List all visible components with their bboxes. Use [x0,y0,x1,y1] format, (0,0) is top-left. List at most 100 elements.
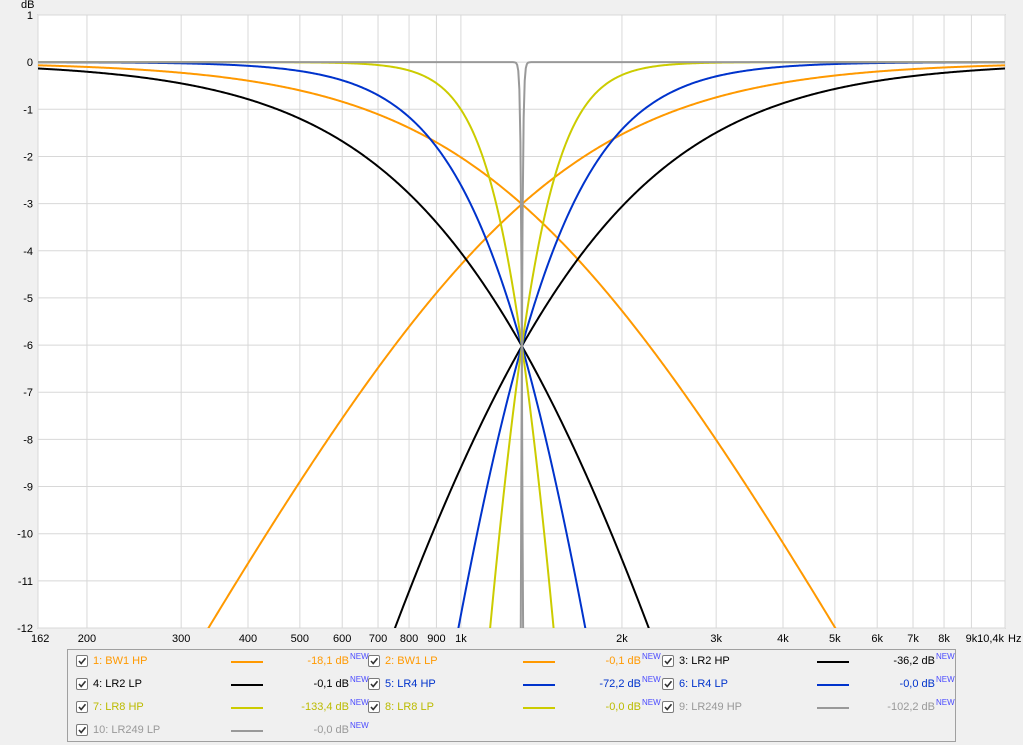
legend-item: 7: LR8 HP -133,4 dB NEW [76,698,369,716]
x-tick-label: 4k [777,633,789,645]
legend-swatch [523,661,555,663]
x-tick-label: 300 [172,633,190,645]
legend-label: 10: LR249 LP [93,724,161,736]
legend-value: -0,1 dB [605,655,641,667]
legend-value: -18,1 dB [307,655,349,667]
y-tick-label: 1 [27,10,33,22]
legend-item: 2: BW1 LP -0,1 dB NEW [368,652,661,670]
x-tick-label: 400 [239,633,257,645]
legend-item: 1: BW1 HP -18,1 dB NEW [76,652,369,670]
legend-label: 6: LR4 LP [679,678,728,690]
legend-checkbox[interactable] [76,678,88,690]
legend-checkbox[interactable] [662,655,674,667]
y-tick-label: 0 [27,57,33,69]
legend-new-tag: NEW [936,675,955,684]
legend-checkbox[interactable] [368,655,380,667]
legend-new-tag: NEW [350,721,369,730]
legend-panel: 1: BW1 HP -18,1 dB NEW 2: BW1 LP -0,1 dB NEW 3… [67,649,956,742]
y-tick-label: -8 [23,434,33,446]
y-tick-label: -5 [23,293,33,305]
x-tick-label: 7k [907,633,919,645]
legend-value: -0,0 dB [899,678,935,690]
legend-value: -72,2 dB [599,678,641,690]
legend-swatch [231,661,263,663]
legend-swatch [523,684,555,686]
x-tick-label: 500 [291,633,309,645]
legend-item: 5: LR4 HP -72,2 dB NEW [368,675,661,693]
checkmark-icon [664,657,673,665]
legend-checkbox[interactable] [662,701,674,713]
checkmark-icon [370,680,379,688]
legend-value: -0,0 dB [605,701,641,713]
y-tick-label: -11 [18,576,33,588]
checkmark-icon [370,657,379,665]
y-tick-labels: 1 0 -1 -2 -3 -4 -5 -6 -7 -8 -9 -10 -11 -12 [17,10,33,635]
legend-label: 1: BW1 HP [93,655,148,667]
x-tick-label: 162 [31,633,49,645]
legend-checkbox[interactable] [76,724,88,736]
legend-swatch [817,684,849,686]
legend-swatch [231,707,263,709]
legend-new-tag: NEW [936,698,955,707]
checkmark-icon [370,703,379,711]
legend-swatch [817,661,849,663]
x-tick-labels: 162 200 300 400 500 600 700 800 900 1k 2k 3k 4k 5k 6k 7… [31,633,1004,645]
legend-value: -36,2 dB [893,655,935,667]
x-tick-label: 6k [871,633,883,645]
legend-label: 9: LR249 HP [679,701,742,713]
legend-label: 5: LR4 HP [385,678,436,690]
legend-checkbox[interactable] [662,678,674,690]
legend-checkbox[interactable] [76,655,88,667]
legend-new-tag: NEW [350,652,369,661]
x-tick-label: 3k [710,633,722,645]
series-line-lr249-lp [38,61,525,628]
y-tick-label: -2 [23,151,33,163]
legend-value: -0,1 dB [313,678,349,690]
x-tick-label: 800 [400,633,418,645]
legend-label: 3: LR2 HP [679,655,730,667]
legend-new-tag: NEW [350,698,369,707]
checkmark-icon [78,657,87,665]
y-tick-label: -1 [23,104,33,116]
x-tick-label: 600 [333,633,351,645]
legend-new-tag: NEW [642,652,661,661]
legend-item: 8: LR8 LP -0,0 dB NEW [368,698,661,716]
frequency-response-chart: 1 0 -1 -2 -3 -4 -5 -6 -7 -8 -9 -10 -11 -12 162 200 300 4… [17,0,1021,645]
y-axis-label: dB [21,0,34,11]
legend-checkbox[interactable] [368,678,380,690]
x-tick-label: 700 [369,633,387,645]
y-tick-label: -10 [17,529,33,541]
legend-item: 9: LR249 HP -102,2 dB NEW [662,698,955,716]
x-tick-label: 8k [938,633,950,645]
legend-new-tag: NEW [642,698,661,707]
legend-swatch [523,707,555,709]
y-tick-label: -4 [23,246,33,258]
y-tick-label: -7 [23,387,33,399]
legend-swatch [231,684,263,686]
checkmark-icon [78,703,87,711]
legend-item: 10: LR249 LP -0,0 dB NEW [76,721,369,739]
x-tick-label: 900 [427,633,445,645]
y-tick-label: -6 [23,340,33,352]
legend-new-tag: NEW [642,675,661,684]
y-tick-label: -3 [23,199,33,211]
legend-label: 7: LR8 HP [93,701,144,713]
legend-swatch [231,730,263,732]
y-tick-label: -12 [17,623,33,635]
x-axis-unit: Hz [1008,633,1021,645]
legend-new-tag: NEW [936,652,955,661]
x-tick-label: 9k [966,633,978,645]
legend-checkbox[interactable] [76,701,88,713]
legend-new-tag: NEW [350,675,369,684]
x-tick-label: 10,4k [977,633,1004,645]
legend-checkbox[interactable] [368,701,380,713]
legend-value: -0,0 dB [313,724,349,736]
curves [38,61,1005,628]
legend-value: -133,4 dB [301,701,349,713]
legend-label: 4: LR2 LP [93,678,142,690]
legend-label: 2: BW1 LP [385,655,438,667]
legend-value: -102,2 dB [887,701,935,713]
legend-item: 4: LR2 LP -0,1 dB NEW [76,675,369,693]
checkmark-icon [664,680,673,688]
checkmark-icon [664,703,673,711]
